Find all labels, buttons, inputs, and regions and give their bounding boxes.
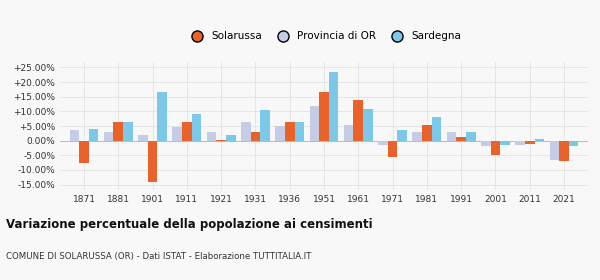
Bar <box>285 122 295 141</box>
Bar <box>569 141 578 146</box>
Bar <box>148 141 157 182</box>
Bar <box>500 141 510 145</box>
Bar <box>363 109 373 141</box>
Bar <box>447 132 457 141</box>
Bar <box>260 110 270 141</box>
Bar <box>123 122 133 141</box>
Bar <box>344 125 353 141</box>
Bar <box>412 132 422 141</box>
Bar <box>295 122 304 141</box>
Bar <box>481 141 491 146</box>
Bar <box>535 139 544 141</box>
Bar <box>113 122 123 141</box>
Bar <box>353 100 363 141</box>
Bar <box>378 141 388 145</box>
Bar <box>515 141 525 145</box>
Text: Variazione percentuale della popolazione ai censimenti: Variazione percentuale della popolazione… <box>6 218 373 231</box>
Bar <box>207 132 217 141</box>
Bar <box>559 141 569 161</box>
Bar <box>275 126 285 141</box>
Bar <box>329 72 338 141</box>
Bar <box>172 127 182 141</box>
Bar <box>241 122 251 141</box>
Bar <box>138 135 148 141</box>
Bar <box>157 92 167 141</box>
Bar <box>70 130 79 141</box>
Bar <box>457 137 466 141</box>
Bar <box>422 125 431 141</box>
Bar <box>191 114 201 141</box>
Bar <box>491 141 500 155</box>
Bar <box>319 92 329 141</box>
Bar <box>226 135 236 141</box>
Bar <box>397 130 407 141</box>
Bar <box>525 141 535 144</box>
Bar <box>251 132 260 141</box>
Legend: Solarussa, Provincia di OR, Sardegna: Solarussa, Provincia di OR, Sardegna <box>183 28 465 45</box>
Bar <box>104 132 113 141</box>
Bar <box>388 141 397 157</box>
Bar <box>79 141 89 163</box>
Bar <box>182 122 191 141</box>
Bar <box>89 129 98 141</box>
Bar <box>310 106 319 141</box>
Bar <box>217 140 226 141</box>
Bar <box>431 117 441 141</box>
Text: COMUNE DI SOLARUSSA (OR) - Dati ISTAT - Elaborazione TUTTITALIA.IT: COMUNE DI SOLARUSSA (OR) - Dati ISTAT - … <box>6 252 311 261</box>
Bar <box>550 141 559 160</box>
Bar <box>466 132 476 141</box>
